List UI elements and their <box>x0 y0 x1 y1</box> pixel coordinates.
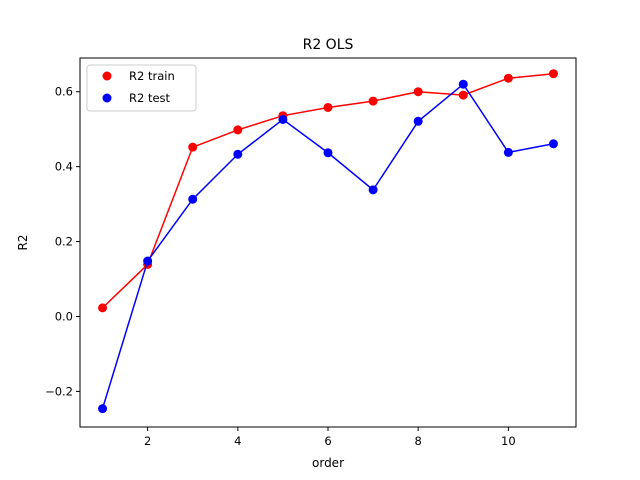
data-point-test <box>188 194 198 204</box>
y-tick-label: 0.2 <box>55 235 73 249</box>
plot-area <box>98 69 558 414</box>
data-point-test <box>143 256 153 266</box>
y-tick-label: 0.0 <box>55 309 73 323</box>
data-point-test <box>278 114 288 124</box>
x-axis-label: order <box>312 456 344 470</box>
y-tick-label: 0.4 <box>55 160 73 174</box>
data-point-test <box>323 148 333 158</box>
data-point-test <box>413 116 423 126</box>
y-tick-label: −0.2 <box>45 384 73 398</box>
x-tick-label: 2 <box>144 434 151 448</box>
data-point-test <box>548 139 558 149</box>
data-point-train <box>368 96 378 106</box>
data-point-test <box>98 404 108 414</box>
legend-marker-train <box>102 71 112 81</box>
legend-box <box>86 64 197 112</box>
data-point-train <box>503 73 513 83</box>
data-point-train <box>233 125 243 135</box>
legend-marker-test <box>102 93 112 103</box>
x-tick-label: 4 <box>234 434 241 448</box>
data-point-train <box>188 142 198 152</box>
data-point-train <box>413 87 423 97</box>
legend: R2 train R2 test <box>86 64 197 112</box>
x-axis: 2 4 6 8 10 <box>144 427 516 448</box>
data-point-train <box>323 102 333 112</box>
y-axis-label: R2 <box>16 235 30 251</box>
data-point-test <box>503 147 513 157</box>
chart-title: R2 OLS <box>303 37 354 53</box>
x-tick-label: 6 <box>324 434 331 448</box>
data-point-test <box>458 79 468 89</box>
legend-label-train: R2 train <box>129 69 175 83</box>
x-tick-label: 8 <box>415 434 422 448</box>
data-point-test <box>368 185 378 195</box>
data-point-train <box>548 69 558 79</box>
legend-label-test: R2 test <box>129 91 171 105</box>
data-point-train <box>98 303 108 313</box>
y-tick-label: 0.6 <box>55 85 73 99</box>
y-axis: −0.2 0.0 0.2 0.4 0.6 <box>45 85 80 398</box>
data-point-test <box>233 149 243 159</box>
data-point-train <box>458 90 468 100</box>
x-tick-label: 10 <box>501 434 516 448</box>
